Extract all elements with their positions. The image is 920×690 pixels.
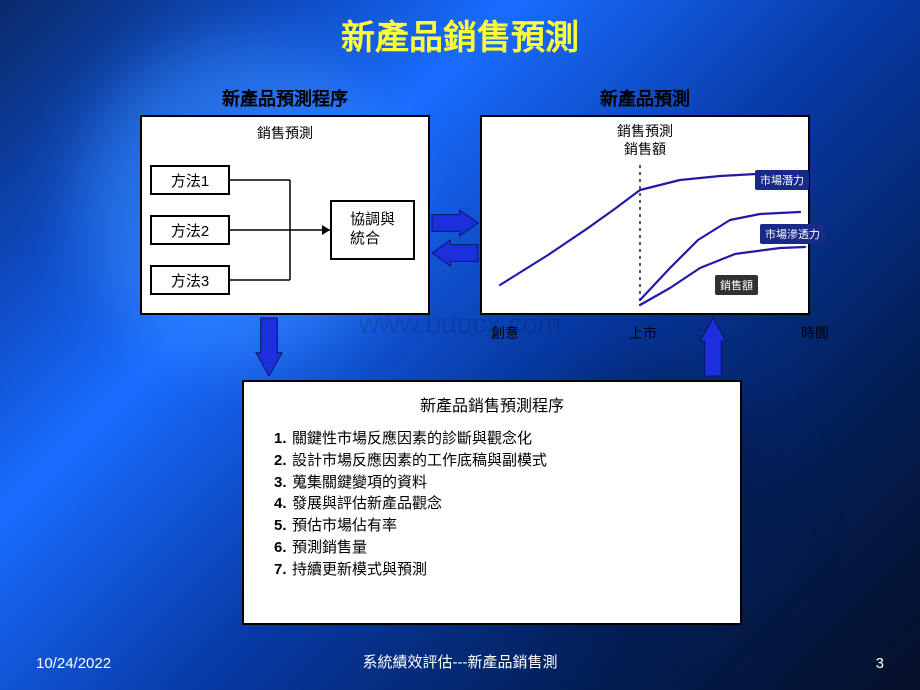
panel-c-title: 新產品銷售預測程序: [244, 392, 740, 416]
list-item: 6.預測銷售量: [274, 537, 710, 559]
procedure-list: 1.關鍵性市場反應因素的診斷與觀念化2.設計市場反應因素的工作底稿與副模式3.蒐…: [244, 428, 740, 592]
list-item: 4.發展與評估新產品觀念: [274, 493, 710, 515]
list-item: 2.設計市場反應因素的工作底稿與副模式: [274, 450, 710, 472]
footer-caption: 系統績效評估---新產品銷售測: [0, 651, 920, 672]
list-item: 1.關鍵性市場反應因素的診斷與觀念化: [274, 428, 710, 450]
list-item: 3.蒐集關鍵變項的資料: [274, 472, 710, 494]
panel-c: 新產品銷售預測程序 1.關鍵性市場反應因素的診斷與觀念化2.設計市場反應因素的工…: [242, 380, 742, 625]
slide: 新產品銷售預測 新產品預測程序 新產品預測 銷售預測 方法1 方法2 方法3 協…: [0, 0, 920, 690]
footer-page: 3: [876, 655, 884, 672]
list-item: 5.預估市場佔有率: [274, 515, 710, 537]
list-item: 7.持續更新模式與預測: [274, 559, 710, 581]
